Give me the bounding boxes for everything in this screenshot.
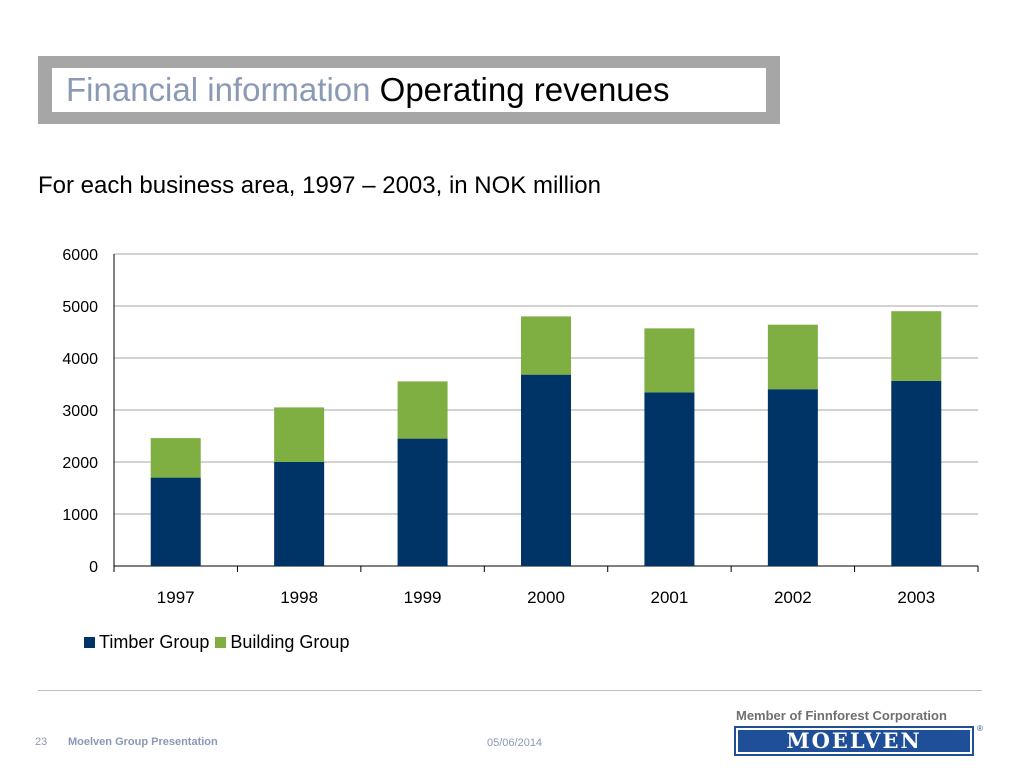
title-section: Financial information [66,71,371,108]
x-tick-label: 1998 [280,588,318,607]
bar-timber [397,438,448,566]
legend-swatch-timber [84,637,95,648]
x-tick-label: 2001 [651,588,689,607]
y-tick-label: 5000 [62,299,98,316]
legend-swatch-building [215,637,227,648]
moelven-logo: MOELVEN [734,726,974,756]
bar-building [891,311,942,381]
bar-building [521,316,571,375]
x-tick-label: 2002 [774,588,812,607]
title-topic: Operating revenues [379,71,670,108]
bar-timber [891,380,942,566]
y-tick-label: 3000 [62,403,98,420]
registered-mark: ® [977,724,983,733]
legend-label-building: Building Group [230,632,350,652]
member-caption: Member of Finnforest Corporation [736,708,947,723]
bar-building [150,438,201,478]
stacked-bar-chart: 0 1000 2000 3000 4000 5000 6000 1997 1998 1999 200… [62,247,979,607]
chart-subtitle: For each business area, 1997 – 2003, in … [38,172,601,199]
bar-building [767,324,818,390]
bar-timber [274,462,325,566]
legend-item-timber: Timber Group [84,632,209,653]
slide-title: Financial information Operating revenues [52,68,766,112]
y-tick-label: 1000 [62,507,98,524]
x-tick-label: 2000 [527,588,565,607]
y-tick-label: 0 [89,559,98,576]
y-tick-label: 2000 [62,455,98,472]
bar-building [644,328,695,393]
footer-date: 05/06/2014 [487,737,543,749]
title-frame: Financial information Operating revenues [38,56,780,124]
page-number: 23 [35,736,48,748]
bar-building [397,381,448,439]
y-tick-label: 4000 [62,351,98,368]
footer-divider [38,690,982,691]
chart-legend: Timber Group Building Group [84,632,355,653]
bar-building [274,407,325,462]
bar-timber [521,374,571,566]
legend-label-timber: Timber Group [99,632,210,652]
y-tick-label: 6000 [62,247,98,264]
x-tick-label: 1997 [157,588,195,607]
bar-timber [644,392,695,566]
logo-wordmark: MOELVEN [738,730,970,752]
bar-timber [767,389,818,566]
presentation-name: Moelven Group Presentation [68,736,218,748]
x-tick-label: 1999 [404,588,442,607]
bar-timber [150,477,201,566]
x-tick-label: 2003 [897,588,935,607]
legend-item-building: Building Group [215,632,349,653]
